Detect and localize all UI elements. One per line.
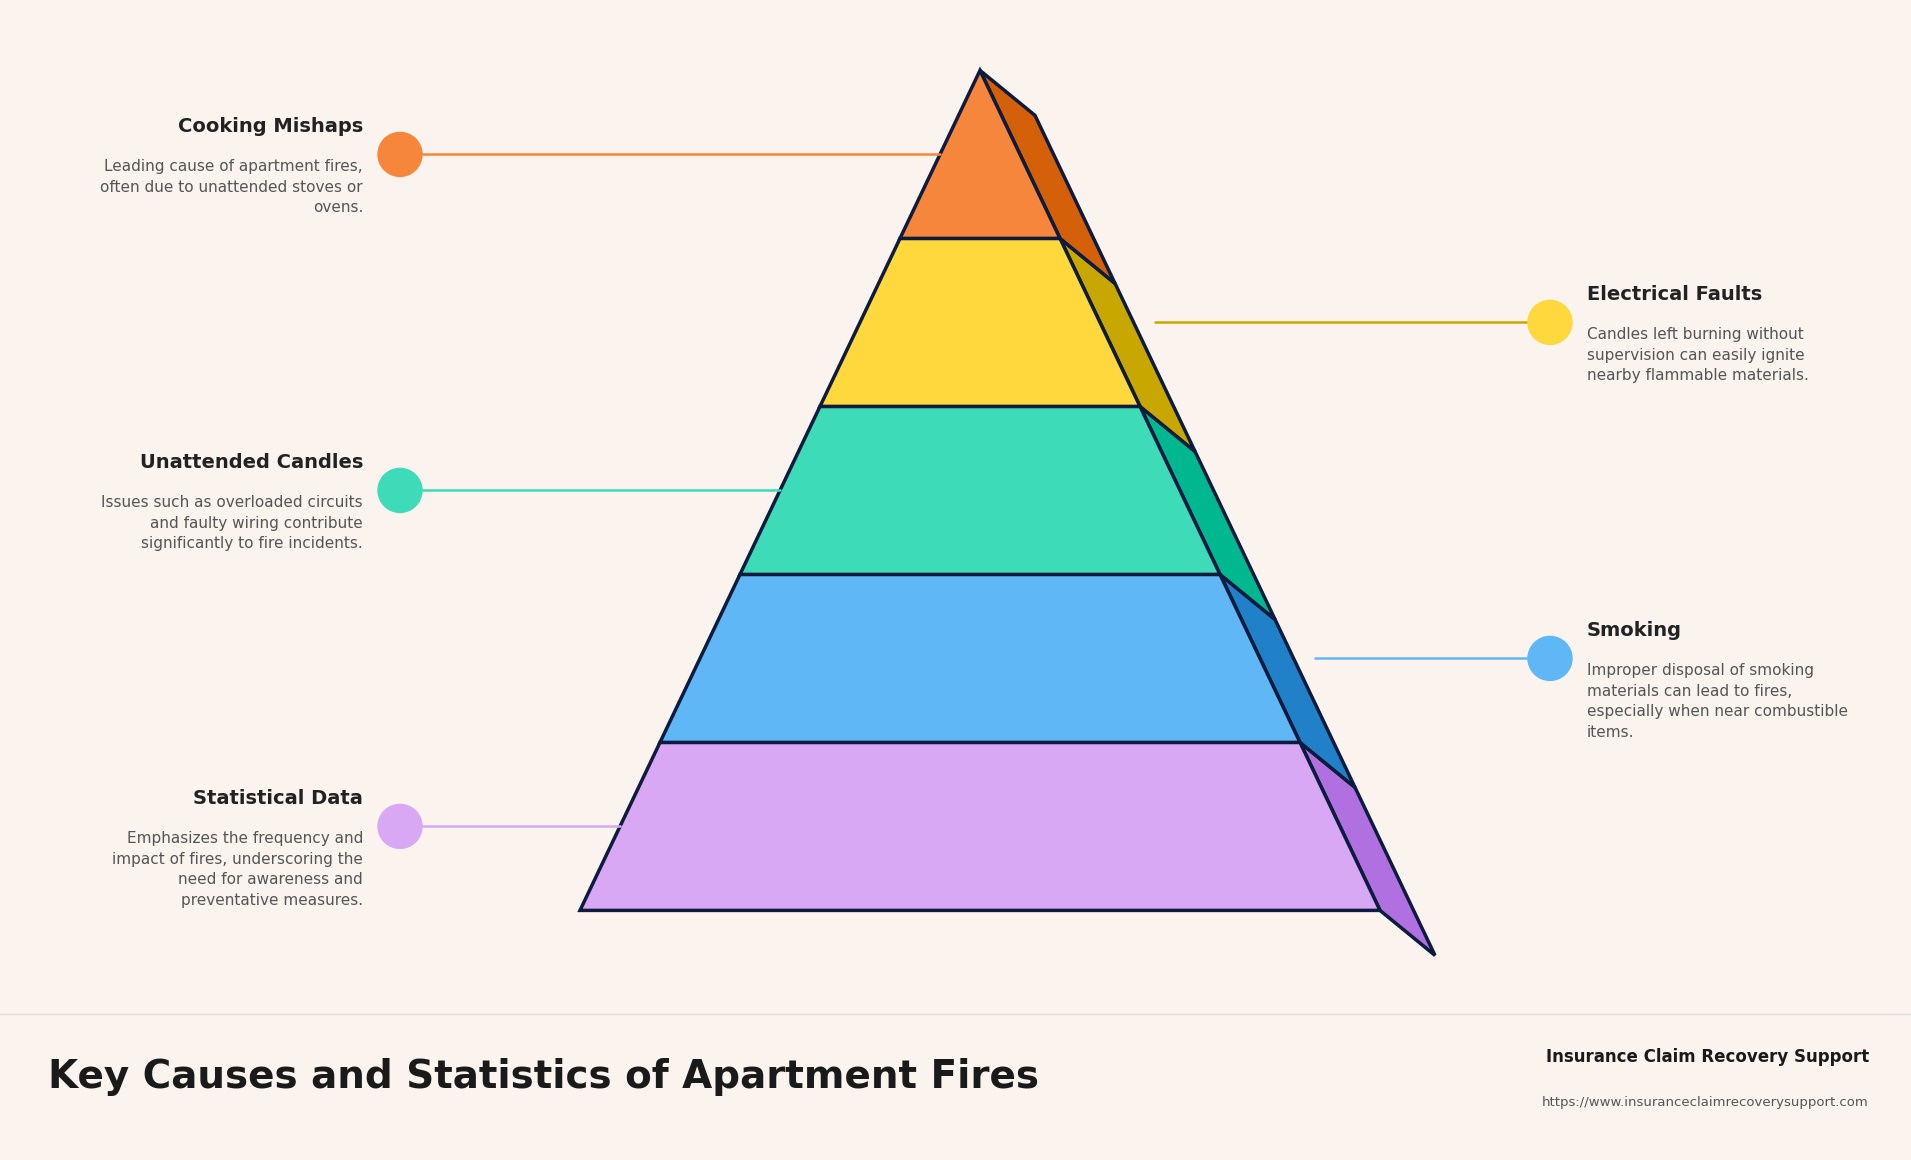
Circle shape — [378, 804, 422, 848]
Circle shape — [378, 469, 422, 513]
Polygon shape — [980, 71, 1114, 283]
Text: Improper disposal of smoking
materials can lead to fires,
especially when near c: Improper disposal of smoking materials c… — [1586, 664, 1848, 740]
Polygon shape — [820, 239, 1141, 406]
Polygon shape — [900, 71, 1061, 239]
Text: Key Causes and Statistics of Apartment Fires: Key Causes and Statistics of Apartment F… — [48, 1058, 1040, 1096]
Circle shape — [1529, 300, 1573, 345]
Text: Electrical Faults: Electrical Faults — [1586, 285, 1762, 304]
Circle shape — [1529, 637, 1573, 681]
Text: Candles left burning without
supervision can easily ignite
nearby flammable mate: Candles left burning without supervision… — [1586, 327, 1810, 383]
Polygon shape — [1219, 574, 1355, 788]
Polygon shape — [740, 406, 1219, 574]
Text: Statistical Data: Statistical Data — [193, 790, 363, 809]
Text: Issues such as overloaded circuits
and faulty wiring contribute
significantly to: Issues such as overloaded circuits and f… — [101, 495, 363, 551]
Text: Leading cause of apartment fires,
often due to unattended stoves or
ovens.: Leading cause of apartment fires, often … — [101, 159, 363, 216]
Text: Smoking: Smoking — [1586, 622, 1682, 640]
Polygon shape — [659, 574, 1299, 742]
Text: Insurance Claim Recovery Support: Insurance Claim Recovery Support — [1546, 1049, 1869, 1066]
Polygon shape — [1061, 239, 1194, 451]
Polygon shape — [1141, 406, 1275, 619]
Text: https://www.insuranceclaimrecoverysupport.com: https://www.insuranceclaimrecoverysuppor… — [1542, 1096, 1869, 1109]
Circle shape — [378, 132, 422, 176]
Polygon shape — [581, 742, 1380, 911]
Polygon shape — [1299, 742, 1435, 956]
Text: Unattended Candles: Unattended Candles — [140, 454, 363, 472]
Text: Cooking Mishaps: Cooking Mishaps — [178, 117, 363, 137]
Text: Emphasizes the frequency and
impact of fires, underscoring the
need for awarenes: Emphasizes the frequency and impact of f… — [113, 832, 363, 907]
